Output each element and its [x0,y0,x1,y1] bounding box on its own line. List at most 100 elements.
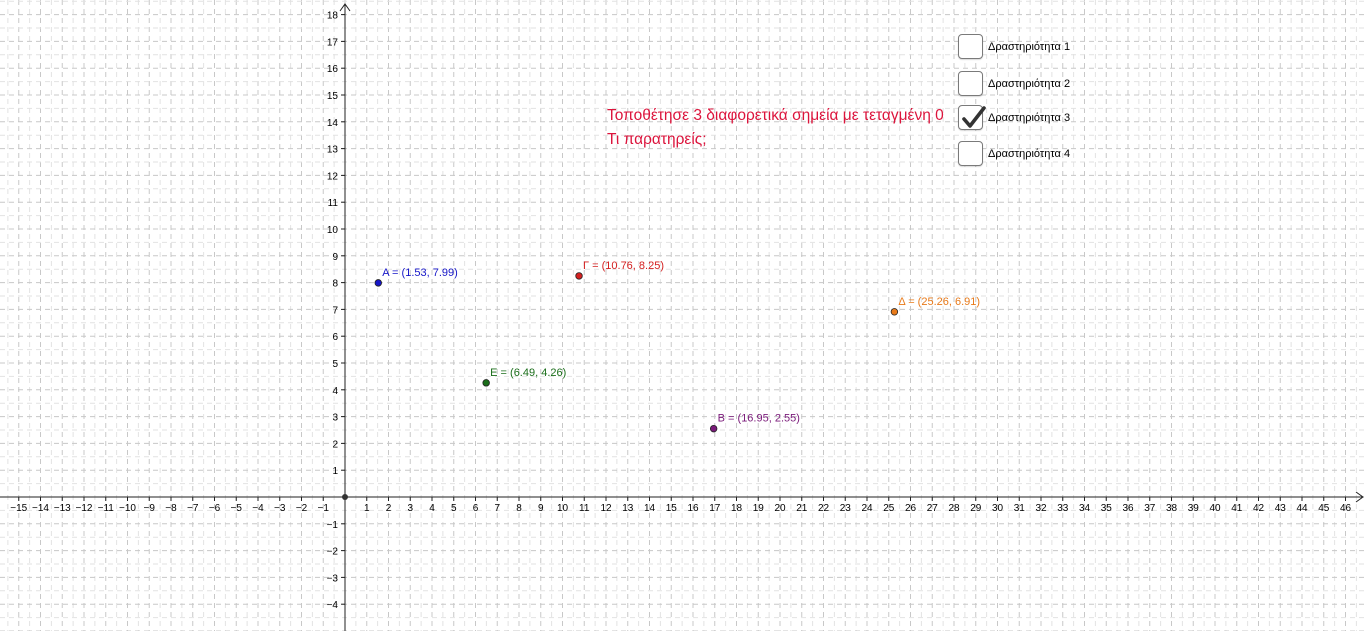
tick-labels: −15 −14 −13 −12 −11 −10 −9 −8 −7 −6 −5 −4 −3 −2 −1 1 2 3 4… [10,11,1351,612]
x-tick-label: 13 [622,503,634,514]
y-tick-label: 5 [332,359,338,370]
y-tick-label: 13 [327,145,339,156]
x-tick-label: 43 [1275,503,1287,514]
x-tick-label: −4 [252,503,264,514]
y-tick-label: −2 [327,547,339,558]
point-label: B = (16.95, 2.55) [718,413,800,425]
x-tick-label: 28 [948,503,960,514]
x-tick-label: 33 [1057,503,1069,514]
x-tick-label: 12 [600,503,612,514]
points-layer: A = (1.53, 7.99) Γ = (10.76, 8.25) Δ = (25… [374,260,980,433]
y-axis-arrow [339,3,351,12]
checkbox-box[interactable] [958,71,983,96]
point-A[interactable] [374,279,382,287]
x-tick-label: 21 [796,503,808,514]
x-axis-arrow [1355,491,1364,503]
checkbox-box[interactable] [958,34,983,59]
x-tick-label: −5 [231,503,243,514]
task-instructions: Τοποθέτησε 3 διαφορετικά σημεία με τεταγ… [607,104,944,152]
checkbox-activity-1[interactable]: Δραστηριότητα 1 [958,34,1070,59]
x-tick-label: −9 [144,503,156,514]
x-tick-label: 19 [753,503,765,514]
x-tick-label: 1 [364,503,370,514]
point-B[interactable] [709,424,718,433]
x-tick-label: 45 [1318,503,1330,514]
y-tick-label: 11 [328,198,339,209]
x-tick-label: −6 [209,503,221,514]
x-tick-label: 2 [386,503,392,514]
x-tick-label: 9 [538,503,544,514]
x-tick-label: 36 [1122,503,1134,514]
x-tick-label: 17 [709,503,721,514]
x-tick-label: 35 [1101,503,1113,514]
x-tick-label: −7 [187,503,199,514]
x-tick-label: −11 [98,503,115,514]
x-tick-label: 16 [687,503,699,514]
checkbox-box[interactable] [958,105,986,130]
x-tick-label: 37 [1144,503,1156,514]
point-label: A = (1.53, 7.99) [382,267,458,279]
x-tick-label: 39 [1188,503,1200,514]
x-tick-label: 41 [1231,503,1243,514]
y-tick-label: 12 [327,171,339,182]
y-tick-label: 4 [332,386,338,397]
y-tick-label: 3 [332,413,338,424]
x-tick-label: 27 [927,503,939,514]
x-tick-label: −15 [10,503,27,514]
y-tick-label: −4 [327,600,339,611]
x-tick-label: 8 [516,503,522,514]
x-tick-label: 20 [774,503,786,514]
x-tick-label: 14 [644,503,656,514]
axes [0,3,1364,631]
point-E[interactable] [482,379,490,387]
x-tick-label: −10 [119,503,136,514]
y-tick-label: −3 [327,573,339,584]
x-tick-label: 3 [407,503,413,514]
task-line-1: Τοποθέτησε 3 διαφορετικά σημεία με τεταγ… [607,107,944,124]
checkbox-activity-4[interactable]: Δραστηριότητα 4 [958,141,1070,166]
y-tick-label: 10 [327,225,339,236]
x-tick-label: 32 [1035,503,1047,514]
x-tick-label: 10 [557,503,569,514]
origin-point [342,494,348,500]
x-tick-label: 23 [840,503,852,514]
checkbox-label: Δραστηριότητα 3 [988,111,1071,124]
x-tick-label: 15 [666,503,678,514]
y-tick-label: 18 [327,11,339,22]
y-tick-label: 7 [332,305,338,316]
y-tick-label: −1 [327,520,339,531]
x-tick-label: −8 [165,503,177,514]
checkbox-label: Δραστηριότητα 1 [988,40,1071,53]
x-tick-label: 11 [579,503,590,514]
point-Δ[interactable] [890,308,899,316]
checkbox-box[interactable] [958,141,983,166]
checkbox-activity-2[interactable]: Δραστηριότητα 2 [958,71,1070,96]
x-tick-label: 44 [1296,503,1308,514]
x-tick-label: 29 [970,503,982,514]
x-tick-label: 42 [1253,503,1265,514]
x-tick-label: −14 [32,503,49,514]
point-label: Δ = (25.26, 6.91) [898,296,980,308]
y-tick-label: 15 [327,91,339,102]
x-tick-label: 5 [451,503,457,514]
y-tick-label: 8 [332,279,338,290]
y-tick-label: 2 [332,439,338,450]
y-tick-label: 16 [327,64,339,75]
y-tick-label: 6 [332,332,338,343]
checkbox-activity-3[interactable]: Δραστηριότητα 3 [958,105,1070,130]
x-tick-label: −3 [274,503,286,514]
x-tick-label: −2 [296,503,308,514]
x-tick-label: −12 [76,503,93,514]
x-tick-label: 4 [429,503,435,514]
x-tick-label: 24 [861,503,873,514]
y-tick-label: 17 [327,37,339,48]
x-tick-label: 40 [1209,503,1221,514]
x-tick-label: 18 [731,503,743,514]
x-tick-label: 7 [494,503,500,514]
y-tick-label: 9 [332,252,338,263]
point-Γ[interactable] [575,272,583,280]
x-tick-label: 38 [1166,503,1178,514]
x-tick-label: 46 [1340,503,1352,514]
